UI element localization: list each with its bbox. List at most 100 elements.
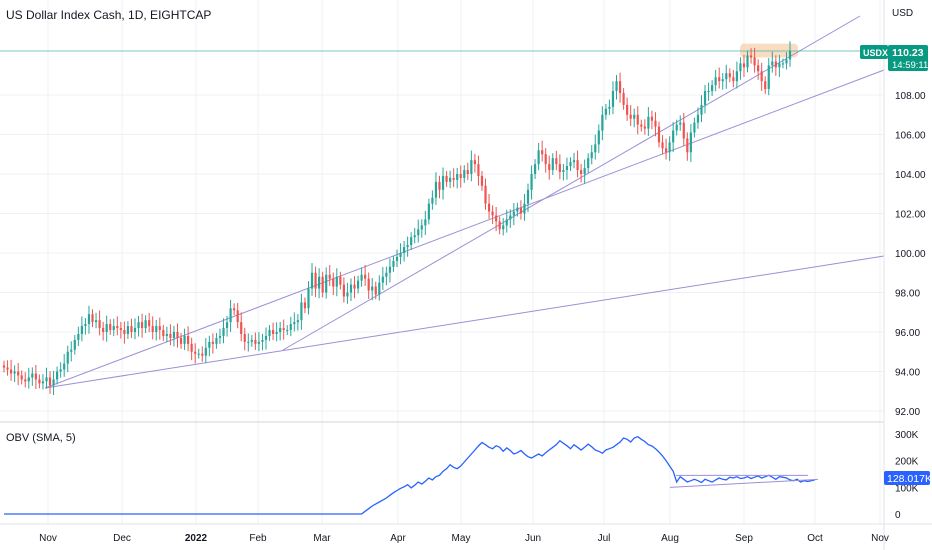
candle-body — [615, 81, 618, 92]
candle-body — [56, 371, 59, 380]
candle-body — [718, 77, 721, 82]
candle-body — [657, 126, 661, 143]
price-tag-value: 110.23 — [892, 47, 924, 59]
candle-body — [183, 335, 186, 344]
candle-body — [555, 158, 558, 165]
candle-body — [611, 91, 615, 107]
candle-body — [243, 333, 246, 342]
candle-body — [20, 375, 23, 380]
candle-body — [41, 381, 45, 384]
candle-body — [310, 272, 314, 289]
time-tick-label: Jun — [525, 533, 541, 544]
candle-body — [526, 189, 530, 204]
candle-body — [654, 120, 657, 127]
candle-body — [24, 379, 27, 382]
candle-body — [604, 108, 607, 115]
candle-body — [346, 292, 349, 297]
candle-body — [381, 276, 384, 283]
price-tick-label: 108.00 — [895, 91, 926, 102]
candle-body — [162, 330, 165, 336]
price-tick-label: 102.00 — [895, 210, 926, 221]
candle-body — [318, 276, 321, 289]
candle-body — [197, 353, 200, 355]
candle-body — [774, 61, 777, 68]
candle-body — [519, 207, 523, 214]
candle-body — [63, 363, 66, 370]
candle-body — [760, 71, 763, 82]
candle-body — [480, 175, 484, 186]
candle-body — [378, 282, 381, 295]
candle-body — [190, 343, 193, 352]
trendline-long — [44, 255, 885, 389]
time-tick-label: Mar — [313, 533, 331, 544]
candle-body — [247, 341, 250, 343]
candle-body — [353, 284, 356, 289]
candle-body — [66, 351, 69, 364]
candle-body — [6, 367, 9, 370]
candle-body — [456, 174, 459, 180]
price-tick-label: 96.00 — [895, 328, 920, 339]
candle-body — [240, 322, 243, 334]
candle-body — [289, 324, 292, 331]
candle-body — [788, 50, 792, 60]
candle-body — [105, 324, 108, 332]
time-tick-label: Sep — [735, 533, 753, 544]
candle-body — [569, 162, 572, 167]
price-tick-label: 92.00 — [895, 407, 920, 418]
candle-body — [583, 168, 586, 174]
candle-body — [282, 328, 285, 331]
candle-body — [371, 286, 374, 291]
candle-body — [360, 274, 363, 281]
candle-body — [17, 371, 20, 376]
time-tick-label: Nov — [39, 533, 57, 544]
candle-body — [119, 328, 122, 331]
candle-body — [473, 160, 476, 165]
candle-body — [169, 333, 172, 338]
candle-body — [172, 332, 176, 338]
candle-body — [367, 278, 370, 291]
candle-body — [201, 353, 204, 356]
candle-body — [335, 276, 338, 287]
candle-body — [590, 152, 593, 159]
obv-tick-label: 300K — [895, 430, 919, 441]
candle-body — [643, 126, 646, 129]
candle-body — [218, 335, 222, 338]
price-tick-label: 104.00 — [895, 170, 926, 181]
candle-body — [618, 81, 622, 94]
candle-body — [424, 219, 427, 226]
candle-body — [158, 326, 161, 331]
candle-body — [767, 65, 770, 90]
obv-tick-label: 200K — [895, 457, 919, 468]
time-axis[interactable]: Nov Dec 2022 Feb Mar Apr May Jun Jul Aug Sep Oct Nov — [39, 533, 889, 544]
candle-body — [502, 225, 505, 230]
candle-body — [420, 225, 423, 230]
symbol-tag-text: USDX — [863, 48, 888, 58]
candle-body — [445, 175, 448, 182]
candle-body — [746, 55, 749, 68]
candle-body — [576, 160, 579, 171]
candle-body — [325, 274, 328, 293]
price-axis[interactable]: 92.00 94.00 96.00 98.00 100.00 102.00 104.00 10… — [895, 91, 926, 418]
candle-body — [484, 185, 487, 204]
price-tick-label: 106.00 — [895, 131, 926, 142]
candle-body — [470, 160, 473, 174]
obv-axis[interactable]: 0 100K 200K 300K — [895, 430, 919, 521]
candle-body — [707, 91, 710, 93]
time-tick-label: Jul — [598, 533, 611, 544]
candle-body — [551, 158, 554, 171]
candle-body — [70, 349, 73, 352]
candle-body — [94, 320, 98, 323]
candle-body — [640, 124, 643, 127]
candle-body — [587, 158, 590, 169]
candle-body — [778, 63, 781, 68]
candle-body — [395, 256, 399, 261]
candle-body — [714, 77, 717, 86]
candle-body — [771, 61, 774, 66]
candle-body — [73, 339, 76, 350]
candle-body — [296, 320, 299, 323]
candle-body — [491, 211, 494, 216]
candle-body — [9, 369, 13, 374]
candle-body — [307, 288, 310, 309]
